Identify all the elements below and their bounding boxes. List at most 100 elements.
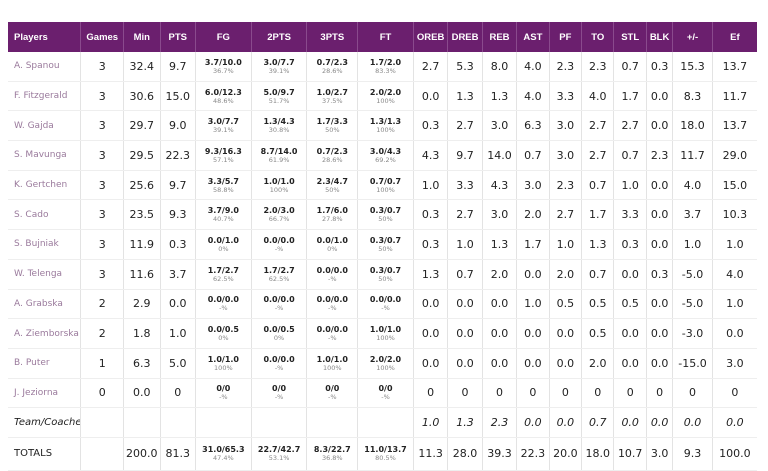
shots-made-attempted: 0.7/0.7 xyxy=(369,176,402,186)
cell-games: 3 xyxy=(80,229,124,260)
col-header-2pts[interactable]: 2PTS xyxy=(250,22,307,52)
col-header-pf[interactable]: PF xyxy=(548,22,582,52)
cell-stl: 0.5 xyxy=(613,289,647,320)
cell-pm: 11.7 xyxy=(672,140,713,171)
cell-pf: 0.5 xyxy=(548,289,582,320)
cell-pts: 0.0 xyxy=(159,289,196,320)
cell-to: 1.7 xyxy=(581,199,614,231)
cell-ef: 15.0 xyxy=(711,170,757,201)
player-name-link[interactable]: S. Mavunga xyxy=(8,140,81,171)
shots-percentage: 37.5% xyxy=(321,96,343,105)
cell-min: 2.9 xyxy=(123,289,161,320)
cell-oreb: 0.3 xyxy=(412,229,448,260)
col-header-games[interactable]: Games xyxy=(80,22,124,52)
player-name-link[interactable]: W. Telenga xyxy=(8,259,81,290)
col-header-min[interactable]: Min xyxy=(123,22,161,52)
shots-percentage: 50% xyxy=(325,185,340,194)
col-header-ef[interactable]: Ef xyxy=(711,22,757,52)
col-header-plus-minus[interactable]: +/- xyxy=(672,22,713,52)
col-header-to[interactable]: TO xyxy=(581,22,614,52)
cell-games: 3 xyxy=(80,52,124,82)
cell-to: 2.7 xyxy=(581,140,614,171)
shots-percentage: -% xyxy=(381,393,390,402)
cell-blk: 0.3 xyxy=(645,259,673,290)
shots-made-attempted: 1.7/2.0 xyxy=(369,57,402,67)
cell-p3: 8.3/22.7 36.8% xyxy=(306,436,358,471)
col-header-fg[interactable]: FG xyxy=(194,22,252,52)
player-name-link[interactable]: S. Cado xyxy=(8,199,81,231)
col-header-pts[interactable]: PTS xyxy=(159,22,196,52)
cell-ast: 0 xyxy=(516,378,550,409)
cell-min: 11.9 xyxy=(123,229,161,260)
cell-stl: 3.3 xyxy=(613,199,647,231)
cell-oreb: 0.0 xyxy=(412,348,448,379)
cell-pts: 1.0 xyxy=(159,318,196,349)
cell-stl: 1.7 xyxy=(613,81,647,112)
cell-reb: 0.0 xyxy=(481,318,517,349)
col-header-ast[interactable]: AST xyxy=(516,22,550,52)
cell-ast: 3.0 xyxy=(516,170,550,201)
col-header-stl[interactable]: STL xyxy=(613,22,647,52)
table-row: S. Mavunga 3 29.5 22.3 9.3/16.3 57.1% 8.7/14.0… xyxy=(8,140,757,171)
table-row: S. Cado 3 23.5 9.3 3.7/9.0 40.7% 2.0/3.0 66.7% 1… xyxy=(8,199,757,231)
cell-p3: 0.7/2.3 28.6% xyxy=(306,52,358,82)
player-name-link[interactable]: W. Gajda xyxy=(8,110,81,142)
shots-percentage: -% xyxy=(328,393,337,402)
cell-pf: 3.0 xyxy=(548,110,582,142)
cell-ft: 2.0/2.0 100% xyxy=(357,81,414,112)
cell-dreb: 2.7 xyxy=(447,199,483,231)
cell-min: 23.5 xyxy=(123,199,161,231)
shots-made-attempted: 0.0/0.0 xyxy=(316,325,348,335)
col-header-blk[interactable]: BLK xyxy=(645,22,673,52)
cell-fg: 3.3/5.7 58.8% xyxy=(194,170,252,201)
table-row: A. Ziemborska 2 1.8 1.0 0.0/0.5 0% 0.0/0.5 0% 0.… xyxy=(8,318,757,349)
player-name-link[interactable]: F. Fitzgerald xyxy=(8,81,81,112)
shots-made-attempted: 1.7/2.7 xyxy=(263,265,295,275)
col-header-dreb[interactable]: DREB xyxy=(447,22,483,52)
shots-percentage: -% xyxy=(328,274,337,283)
player-name-link[interactable]: J. Jeziorna xyxy=(8,378,81,409)
cell-games: 3 xyxy=(80,81,124,112)
col-header-3pts[interactable]: 3PTS xyxy=(306,22,358,52)
shots-percentage: 61.9% xyxy=(268,155,290,164)
cell-to: 1.3 xyxy=(581,229,614,260)
cell-games: 3 xyxy=(80,110,124,142)
shots-percentage: 100% xyxy=(376,363,395,372)
player-name-link[interactable]: A. Grabska xyxy=(8,289,81,320)
cell-pts: 9.7 xyxy=(159,52,196,82)
player-name-link[interactable]: K. Gertchen xyxy=(8,170,81,201)
shots-made-attempted: 0.7/2.3 xyxy=(316,57,348,67)
cell-p3: 1.0/2.7 37.5% xyxy=(306,81,358,112)
shots-made-attempted: 0.3/0.7 xyxy=(369,235,402,245)
player-name-link[interactable]: A. Spanou xyxy=(8,52,81,82)
player-name-link[interactable]: S. Bujniak xyxy=(8,229,81,260)
shots-percentage: 0% xyxy=(218,244,229,253)
cell-to: 0.7 xyxy=(581,407,614,438)
col-header-oreb[interactable]: OREB xyxy=(412,22,448,52)
col-header-players[interactable]: Players xyxy=(8,22,81,52)
shots-percentage: -% xyxy=(219,304,228,313)
shots-made-attempted: 0/0 xyxy=(272,384,287,394)
shots-percentage: 100% xyxy=(269,185,289,194)
player-name-link[interactable]: A. Ziemborska xyxy=(8,318,81,349)
cell-fg: 3.7/9.0 40.7% xyxy=(194,199,252,231)
shots-percentage: 27.8% xyxy=(321,215,343,224)
shots-percentage: 100% xyxy=(322,363,342,372)
cell-p3: 1.0/1.0 100% xyxy=(306,348,358,379)
shots-percentage: 66.7% xyxy=(268,215,290,224)
cell-p2: 22.7/42.7 53.1% xyxy=(250,436,307,471)
cell-ef: 11.7 xyxy=(711,81,757,112)
cell-ast: 0.0 xyxy=(516,318,550,349)
cell-pf: 20.0 xyxy=(548,436,582,471)
shots-made-attempted: 3.7/10.0 xyxy=(204,57,242,67)
cell-pts: 22.3 xyxy=(159,140,196,171)
shots-made-attempted: 0.0/1.0 xyxy=(316,235,348,245)
cell-ast: 0.7 xyxy=(516,140,550,171)
shots-made-attempted: 6.0/12.3 xyxy=(204,87,242,97)
cell-stl: 0 xyxy=(613,378,647,409)
col-header-ft[interactable]: FT xyxy=(357,22,414,52)
shots-percentage: 39.1% xyxy=(213,126,234,135)
cell-fg: 0.0/0.5 0% xyxy=(194,318,252,349)
player-name-link[interactable]: B. Puter xyxy=(8,348,81,379)
col-header-reb[interactable]: REB xyxy=(481,22,517,52)
